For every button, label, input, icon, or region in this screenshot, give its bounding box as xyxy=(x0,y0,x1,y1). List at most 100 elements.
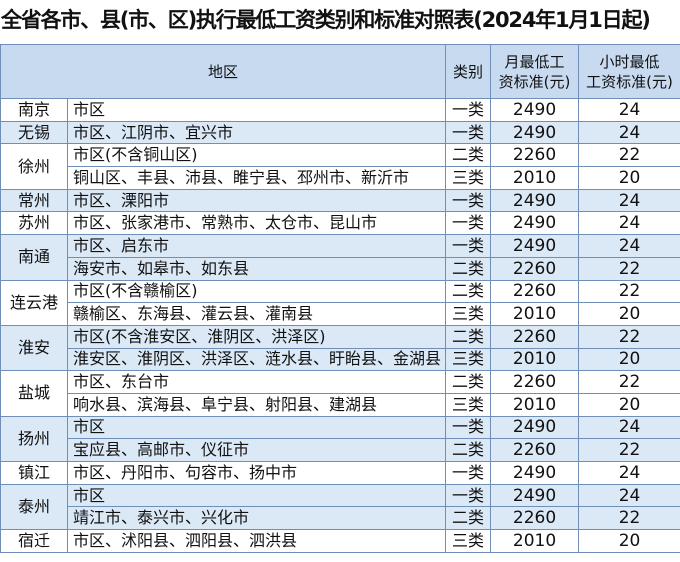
table-row: 响水县、滨海县、阜宁县、射阳县、建湖县 三类 2010 20 xyxy=(1,392,680,417)
area-cell: 靖江市、泰兴市、兴化市 xyxy=(66,506,447,531)
city-cell: 镇江 xyxy=(0,461,68,485)
city-cell: 徐州 xyxy=(0,143,68,190)
city-cell: 扬州 xyxy=(0,415,68,463)
monthly-wage: 2260 xyxy=(490,279,580,304)
monthly-wage: 2490 xyxy=(490,234,580,258)
area-cell: 市区(不含赣榆区) xyxy=(66,279,447,304)
hourly-wage: 22 xyxy=(578,143,680,168)
monthly-wage: 2260 xyxy=(490,438,580,462)
table-row: 海安市、如皋市、如东县 二类 2260 22 xyxy=(1,256,680,281)
hourly-wage: 20 xyxy=(578,166,680,190)
hourly-wage: 24 xyxy=(578,188,680,213)
monthly-wage: 2490 xyxy=(490,461,580,485)
table-row: 靖江市、泰兴市、兴化市 二类 2260 22 xyxy=(1,506,680,531)
table-row: 赣榆区、东海县、灌云县、灌南县 三类 2010 20 xyxy=(1,302,680,326)
type-cell: 二类 xyxy=(445,324,492,349)
monthly-wage: 2260 xyxy=(490,256,580,281)
type-cell: 一类 xyxy=(445,483,492,508)
monthly-wage: 2010 xyxy=(490,347,580,372)
city-cell: 连云港 xyxy=(0,279,68,326)
type-cell: 三类 xyxy=(445,529,492,553)
monthly-wage: 2490 xyxy=(490,188,580,213)
hourly-wage: 24 xyxy=(578,211,680,236)
table-row: 南京 市区 一类 2490 24 xyxy=(0,98,680,122)
header-line: 月最低工 xyxy=(504,52,565,71)
type-cell: 二类 xyxy=(445,506,492,531)
monthly-wage: 2490 xyxy=(490,98,580,122)
table-row: 铜山区、丰县、沛县、睢宁县、邳州市、新沂市 三类 2010 20 xyxy=(1,166,680,190)
area-cell: 响水县、滨海县、阜宁县、射阳县、建湖县 xyxy=(66,392,447,417)
type-cell: 二类 xyxy=(445,438,492,462)
area-cell: 市区、张家港市、常熟市、太仓市、昆山市 xyxy=(66,211,447,236)
type-cell: 二类 xyxy=(445,143,492,168)
city-cell: 无锡 xyxy=(0,120,68,145)
monthly-wage: 2010 xyxy=(490,392,580,417)
type-cell: 二类 xyxy=(445,370,492,394)
type-cell: 三类 xyxy=(445,166,492,190)
city-cell: 泰州 xyxy=(0,483,68,531)
wage-table: 地区 类别 月最低工 资标准(元) 小时最低 工资标准(元) 南京 市区 一类 2490 2… xyxy=(0,44,680,553)
monthly-wage: 2010 xyxy=(490,302,580,326)
monthly-wage: 2490 xyxy=(490,211,580,236)
type-cell: 一类 xyxy=(445,415,492,440)
area-cell: 市区、丹阳市、句容市、扬中市 xyxy=(66,461,447,485)
hourly-wage: 24 xyxy=(578,98,680,122)
header-line: 工资标准(元) xyxy=(586,72,673,91)
hourly-wage: 20 xyxy=(578,347,680,372)
area-cell: 市区 xyxy=(66,483,447,508)
hourly-wage: 20 xyxy=(578,392,680,417)
area-cell: 市区 xyxy=(66,98,447,122)
area-cell: 淮安区、淮阴区、洪泽区、涟水县、盱眙县、金湖县 xyxy=(66,347,447,372)
type-cell: 一类 xyxy=(445,188,492,213)
area-cell: 市区、东台市 xyxy=(66,370,447,394)
table-row: 无锡 市区、江阴市、宜兴市 一类 2490 24 xyxy=(0,120,680,145)
hourly-wage: 24 xyxy=(578,483,680,508)
table-row: 淮安 市区(不含淮安区、淮阴区、洪泽区) 二类 2260 22 xyxy=(0,324,680,372)
hourly-wage: 24 xyxy=(578,461,680,485)
table-row: 苏州 市区、张家港市、常熟市、太仓市、昆山市 一类 2490 24 xyxy=(0,211,680,236)
area-cell: 市区(不含淮安区、淮阴区、洪泽区) xyxy=(66,324,447,349)
area-cell: 铜山区、丰县、沛县、睢宁县、邳州市、新沂市 xyxy=(66,166,447,190)
table-row: 常州 市区、溧阳市 一类 2490 24 xyxy=(0,188,680,213)
area-cell: 海安市、如皋市、如东县 xyxy=(66,256,447,281)
header-row: 地区 类别 月最低工 资标准(元) 小时最低 工资标准(元) xyxy=(0,44,680,99)
hourly-wage: 22 xyxy=(578,324,680,349)
hourly-wage: 24 xyxy=(578,234,680,258)
type-cell: 一类 xyxy=(445,120,492,145)
area-cell: 市区、江阴市、宜兴市 xyxy=(66,120,447,145)
hourly-wage: 22 xyxy=(578,438,680,462)
monthly-wage: 2260 xyxy=(490,506,580,531)
hourly-wage: 22 xyxy=(578,370,680,394)
header-area: 地区 xyxy=(0,44,447,99)
table-row: 宝应县、高邮市、仪征市 二类 2260 22 xyxy=(1,438,680,462)
header-line: 小时最低 xyxy=(599,52,660,71)
table-body: 南京 市区 一类 2490 24 无锡 市区、江阴市、宜兴市 一类 2490 24 徐州 市区(不含铜… xyxy=(0,98,680,553)
table-row: 连云港 市区(不含赣榆区) 二类 2260 22 xyxy=(0,279,680,326)
monthly-wage: 2260 xyxy=(490,370,580,394)
table-row: 淮安区、淮阴区、洪泽区、涟水县、盱眙县、金湖县 三类 2010 20 xyxy=(1,347,680,372)
area-cell: 市区 xyxy=(66,415,447,440)
table-row: 徐州 市区(不含铜山区) 二类 2260 22 xyxy=(0,143,680,190)
header-monthly: 月最低工 资标准(元) xyxy=(490,44,580,99)
city-cell: 常州 xyxy=(0,188,68,213)
city-cell: 宿迁 xyxy=(0,529,68,553)
hourly-wage: 20 xyxy=(578,302,680,326)
monthly-wage: 2010 xyxy=(490,166,580,190)
monthly-wage: 2490 xyxy=(490,120,580,145)
city-cell: 盐城 xyxy=(0,370,68,417)
area-cell: 市区、溧阳市 xyxy=(66,188,447,213)
type-cell: 三类 xyxy=(445,392,492,417)
table-row: 泰州 市区 一类 2490 24 xyxy=(0,483,680,531)
table-row: 镇江 市区、丹阳市、句容市、扬中市 一类 2490 24 xyxy=(0,461,680,485)
area-cell: 市区(不含铜山区) xyxy=(66,143,447,168)
hourly-wage: 24 xyxy=(578,120,680,145)
type-cell: 三类 xyxy=(445,302,492,326)
monthly-wage: 2490 xyxy=(490,483,580,508)
type-cell: 一类 xyxy=(445,234,492,258)
monthly-wage: 2010 xyxy=(490,529,580,553)
header-hourly: 小时最低 工资标准(元) xyxy=(578,44,680,99)
hourly-wage: 22 xyxy=(578,256,680,281)
city-cell: 南京 xyxy=(0,98,68,122)
type-cell: 一类 xyxy=(445,211,492,236)
